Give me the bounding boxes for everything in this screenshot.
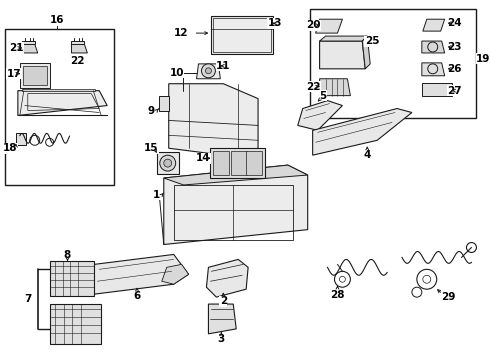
Text: 26: 26 [447, 64, 462, 74]
Polygon shape [16, 133, 26, 145]
Text: 24: 24 [447, 18, 462, 28]
Polygon shape [169, 84, 258, 155]
Text: 2: 2 [220, 296, 227, 306]
Polygon shape [84, 255, 189, 294]
Polygon shape [313, 108, 412, 155]
Text: 12: 12 [173, 28, 188, 38]
Bar [231, 151, 247, 175]
Bar [157, 152, 179, 174]
Bar [23, 66, 47, 85]
Text: 10: 10 [170, 68, 184, 78]
Polygon shape [22, 41, 35, 44]
Polygon shape [18, 91, 107, 116]
Polygon shape [164, 165, 308, 244]
Circle shape [164, 159, 171, 167]
Polygon shape [316, 19, 343, 33]
Text: 14: 14 [196, 153, 211, 163]
Polygon shape [162, 264, 189, 284]
Text: 13: 13 [268, 18, 282, 28]
Polygon shape [196, 64, 220, 79]
Polygon shape [422, 83, 452, 96]
Text: 20: 20 [306, 20, 321, 30]
Text: 16: 16 [49, 15, 64, 25]
Bar [20, 63, 49, 88]
Polygon shape [159, 96, 169, 111]
Bar [214, 151, 229, 175]
Polygon shape [362, 36, 370, 69]
Polygon shape [422, 41, 444, 53]
Text: 6: 6 [133, 291, 141, 301]
Text: 25: 25 [365, 36, 379, 46]
Polygon shape [319, 36, 367, 41]
Text: 23: 23 [447, 42, 462, 52]
Bar [49, 304, 101, 344]
Text: 29: 29 [441, 292, 456, 302]
Text: 17: 17 [6, 69, 21, 79]
Text: 27: 27 [447, 86, 462, 96]
Bar [214, 18, 271, 52]
Polygon shape [298, 100, 343, 130]
Polygon shape [22, 89, 95, 91]
Text: 21: 21 [9, 43, 23, 53]
Bar [246, 151, 262, 175]
Polygon shape [72, 44, 87, 53]
Text: 4: 4 [364, 150, 371, 160]
Polygon shape [319, 79, 350, 96]
Text: 1: 1 [153, 190, 160, 200]
Text: 28: 28 [330, 290, 345, 300]
Circle shape [205, 68, 211, 74]
Polygon shape [164, 165, 308, 185]
Text: 5: 5 [319, 91, 326, 101]
Polygon shape [206, 260, 248, 297]
Bar [211, 16, 273, 54]
Text: 15: 15 [144, 143, 158, 153]
Text: 18: 18 [2, 143, 17, 153]
Polygon shape [208, 304, 236, 334]
Circle shape [201, 64, 216, 78]
Text: 11: 11 [216, 61, 231, 71]
Polygon shape [72, 41, 84, 44]
Bar [49, 261, 94, 296]
Text: 9: 9 [147, 105, 154, 116]
Bar [173, 185, 293, 239]
Polygon shape [422, 63, 444, 76]
Bar [310, 9, 476, 118]
Bar [5, 29, 114, 185]
Bar [210, 148, 265, 178]
Text: 7: 7 [24, 294, 31, 304]
Text: 22: 22 [306, 82, 321, 92]
Text: 8: 8 [64, 251, 71, 260]
Polygon shape [423, 19, 444, 31]
Text: 19: 19 [476, 54, 490, 64]
Circle shape [160, 155, 176, 171]
Polygon shape [319, 41, 365, 69]
Text: 22: 22 [70, 56, 85, 66]
Polygon shape [22, 44, 38, 53]
Text: 3: 3 [218, 334, 225, 344]
